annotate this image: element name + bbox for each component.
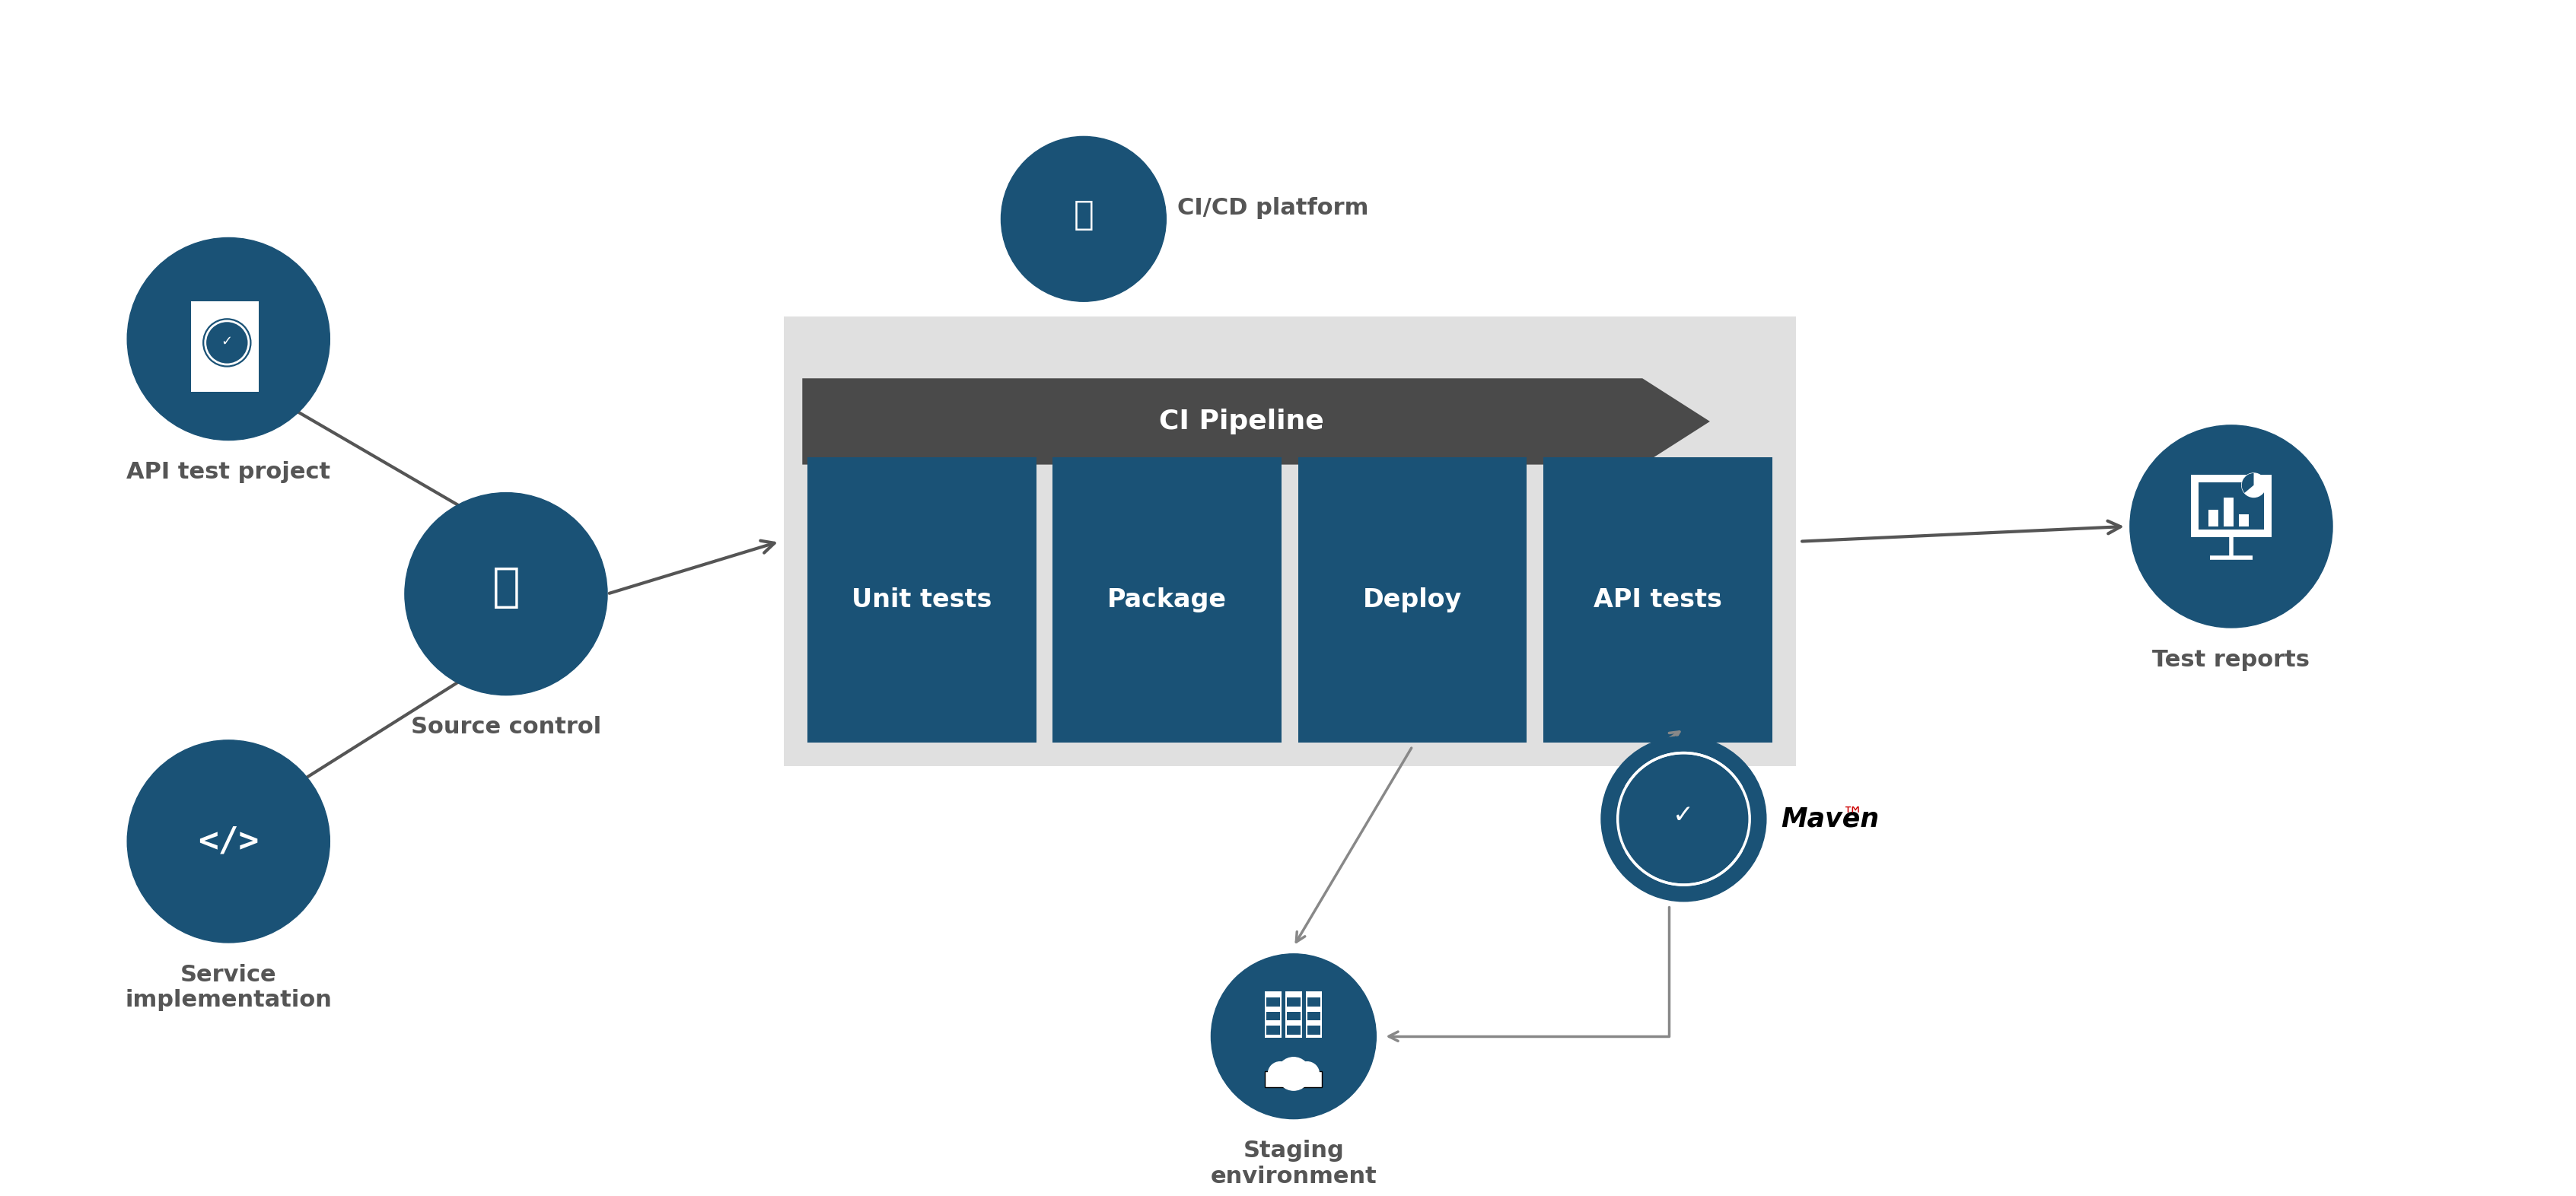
Text: API test project: API test project [126, 462, 330, 483]
FancyBboxPatch shape [191, 301, 258, 391]
Text: ™: ™ [1842, 805, 1865, 825]
Circle shape [1602, 737, 1767, 902]
Wedge shape [2241, 474, 2254, 493]
Text: CI Pipeline: CI Pipeline [1159, 409, 1324, 434]
Text: CI/CD platform: CI/CD platform [1177, 196, 1368, 219]
Text: Staging
environment: Staging environment [1211, 1140, 1376, 1188]
Text: 🧑: 🧑 [1074, 199, 1095, 232]
FancyBboxPatch shape [2190, 475, 2272, 537]
FancyBboxPatch shape [1306, 997, 1321, 1006]
Text: 🐙: 🐙 [492, 566, 520, 610]
Circle shape [204, 318, 250, 367]
Circle shape [126, 238, 330, 440]
FancyBboxPatch shape [1306, 1012, 1321, 1020]
FancyBboxPatch shape [1543, 457, 1772, 743]
FancyBboxPatch shape [1267, 997, 1280, 1006]
FancyBboxPatch shape [1306, 991, 1321, 1038]
Text: Maven: Maven [1780, 806, 1880, 832]
FancyBboxPatch shape [783, 317, 1795, 767]
Circle shape [2130, 426, 2331, 628]
FancyBboxPatch shape [2239, 514, 2249, 526]
Text: API tests: API tests [1595, 587, 1721, 612]
FancyArrow shape [801, 378, 1710, 464]
Text: Deploy: Deploy [1363, 587, 1463, 612]
Circle shape [2241, 474, 2267, 498]
FancyBboxPatch shape [1298, 457, 1528, 743]
FancyBboxPatch shape [806, 457, 1036, 743]
FancyBboxPatch shape [1285, 991, 1301, 1038]
FancyBboxPatch shape [1288, 1026, 1301, 1035]
Circle shape [126, 740, 330, 942]
FancyBboxPatch shape [1265, 1070, 1321, 1087]
Text: Source control: Source control [410, 716, 600, 738]
FancyBboxPatch shape [2223, 498, 2233, 526]
Circle shape [1296, 1062, 1319, 1086]
Circle shape [1278, 1057, 1311, 1091]
Polygon shape [240, 282, 258, 301]
FancyBboxPatch shape [1267, 1012, 1280, 1020]
Text: Test reports: Test reports [2154, 648, 2311, 671]
FancyBboxPatch shape [2208, 509, 2218, 526]
FancyBboxPatch shape [1306, 1026, 1321, 1035]
FancyBboxPatch shape [1265, 991, 1283, 1038]
FancyBboxPatch shape [1288, 997, 1301, 1006]
Text: Unit tests: Unit tests [853, 587, 992, 612]
Text: Service
implementation: Service implementation [126, 964, 332, 1012]
FancyBboxPatch shape [1288, 1012, 1301, 1020]
Circle shape [1267, 1062, 1293, 1086]
FancyBboxPatch shape [1267, 1026, 1280, 1035]
FancyBboxPatch shape [1054, 457, 1283, 743]
Circle shape [1002, 136, 1167, 301]
Circle shape [404, 493, 608, 695]
Text: ✓: ✓ [222, 335, 232, 348]
Text: ✓: ✓ [1672, 803, 1695, 828]
Circle shape [1211, 954, 1376, 1118]
FancyBboxPatch shape [2197, 482, 2264, 530]
Text: Package: Package [1108, 587, 1226, 612]
Text: </>: </> [198, 825, 260, 858]
